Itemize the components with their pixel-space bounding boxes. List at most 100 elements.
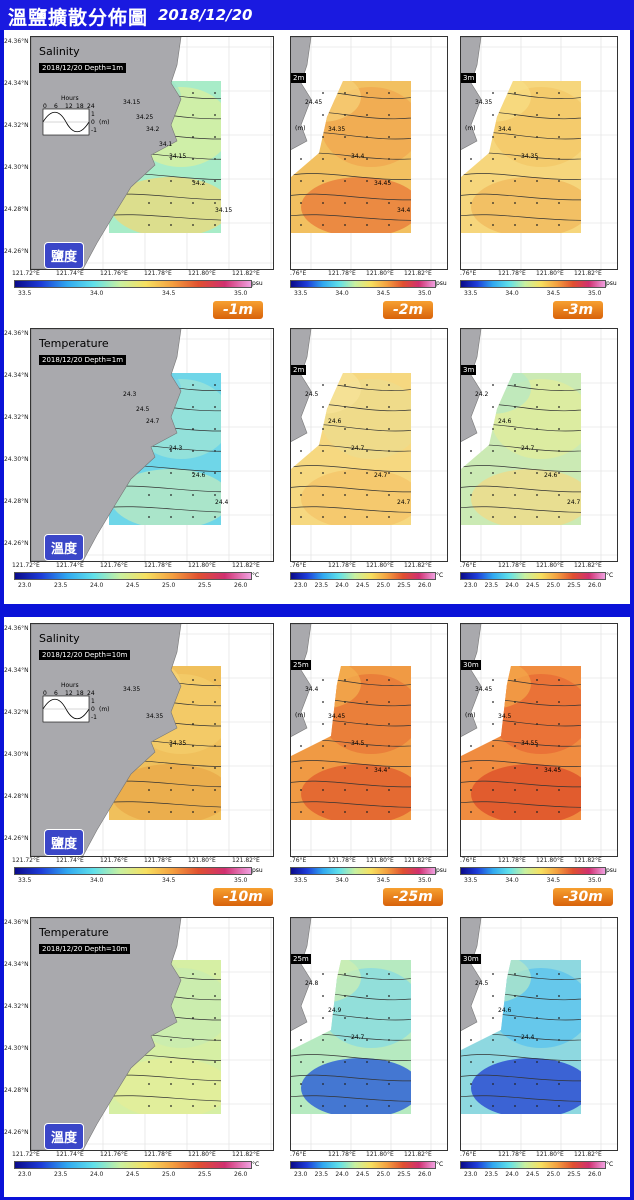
contour-label: 34.5 <box>351 740 365 747</box>
contour-line <box>291 506 411 513</box>
lon-tick-label: 121.82°E <box>574 562 602 569</box>
field-shading <box>291 81 411 233</box>
contour-label: 24.4 <box>521 1034 535 1041</box>
tide-inset-tick: 0 <box>43 103 47 110</box>
colorbar-tick: 33.5 <box>18 877 32 884</box>
field-shading <box>461 81 581 233</box>
colorbar-tick: 23.5 <box>484 1171 499 1178</box>
colorbar-tick: 34.5 <box>162 877 176 884</box>
lat-tick-label: 24.34°N <box>4 667 29 674</box>
colorbar <box>460 572 606 580</box>
tide-unit-tag: (m) <box>465 125 476 132</box>
lon-tick-label: 121.80°E <box>188 562 216 569</box>
lon-tick-label: 121.82°E <box>232 1151 260 1158</box>
contour-label: 24.7 <box>351 1034 365 1041</box>
map-panel: 34.45 34.5 34.55 34.45 30m (m) <box>460 623 618 857</box>
tide-inset-title: Hours <box>61 682 79 689</box>
contour-label: 34.35 <box>521 153 539 160</box>
lat-tick-label: 24.26°N <box>4 540 29 547</box>
land-mass <box>291 329 312 442</box>
contour-line <box>461 485 581 493</box>
contour-line <box>461 465 581 472</box>
contour-label: 24.7 <box>397 499 411 506</box>
lon-tick-label: 121.80°E <box>366 270 394 277</box>
lon-tick-label: .76°E <box>290 1151 307 1158</box>
contour-label: 34.2 <box>146 126 160 133</box>
lon-tick-label: .76°E <box>460 270 477 277</box>
colorbar-tick: 34.5 <box>546 877 561 884</box>
colorbar-tick: 33.5 <box>294 290 308 297</box>
lon-tick-label: 121.72°E <box>12 1151 40 1158</box>
contour-label: 34.4 <box>305 686 319 693</box>
colorbar-tick: 26.0 <box>418 1171 432 1178</box>
field-blob-2 <box>111 177 221 233</box>
land-mass <box>291 918 312 1031</box>
lat-tick-label: 24.34°N <box>4 80 29 87</box>
lon-tick-label: .76°E <box>290 857 307 864</box>
field-blob-2 <box>111 1058 221 1114</box>
lon-tick-label: 121.82°E <box>232 857 260 864</box>
tide-inset-tick: 18 <box>76 690 84 697</box>
panel-depth-tag: 25m <box>291 660 311 670</box>
lon-tick-label: 121.78°E <box>498 857 526 864</box>
tide-inset-tick: 0 <box>43 690 47 697</box>
tide-inset-ytick: 0 <box>91 119 95 126</box>
station-dots <box>470 384 560 518</box>
contour-line <box>291 801 411 808</box>
colorbar-tick: 25.0 <box>546 582 561 589</box>
tide-inset-tick: 24 <box>87 103 95 110</box>
contour-label: 34.45 <box>328 713 346 720</box>
panel-depth-tag: 3m <box>461 73 477 83</box>
colorbar-tick: 25.5 <box>567 1171 581 1178</box>
variable-badge: 鹽度 <box>44 829 85 856</box>
map-panel: 34.15 34.2 34.15 34.2 34.15 34.25 34.1 Salinity… <box>30 36 274 270</box>
map-panel: 24.2 24.6 24.7 24.6 24.7 3m <box>460 328 618 562</box>
colorbar-unit: psu <box>606 280 617 287</box>
station-dots <box>470 973 560 1107</box>
field-blob-2 <box>301 177 411 233</box>
lon-tick-label: 121.80°E <box>366 1151 394 1158</box>
colorbar-tick: 35.0 <box>588 290 602 297</box>
lon-tick-label: .76°E <box>460 562 477 569</box>
lat-tick-label: 24.34°N <box>4 372 29 379</box>
field-blob-2 <box>301 764 411 820</box>
field-blob-2 <box>111 764 221 820</box>
lon-tick-label: 121.80°E <box>536 270 564 277</box>
contour-line <box>291 1054 411 1061</box>
map-panel: 24.5 24.6 24.4 30m <box>460 917 618 1151</box>
section-block: 24.36°N 24.34°N 24.32°N 24.30°N 24.28°N 24.26… <box>4 617 630 1197</box>
land-mass <box>461 624 482 737</box>
contour-line <box>461 193 581 201</box>
colorbar-tick: 26.0 <box>418 582 432 589</box>
contour-label: 34.35 <box>146 713 164 720</box>
lon-tick-label: 121.80°E <box>188 857 216 864</box>
colorbar-tick: 26.0 <box>234 582 248 589</box>
lat-tick-label: 24.26°N <box>4 835 29 842</box>
contour-label: 24.7 <box>374 472 388 479</box>
colorbar-tick: 26.0 <box>588 1171 602 1178</box>
lon-tick-label: 121.82°E <box>574 1151 602 1158</box>
colorbar-tick: 25.5 <box>198 1171 212 1178</box>
tide-inset-ytick: 0 <box>91 706 95 713</box>
colorbar-tick: 23.0 <box>18 582 32 589</box>
colorbar-tick: 35.0 <box>588 877 602 884</box>
lon-tick-label: 121.80°E <box>536 857 564 864</box>
land-mass <box>31 37 182 269</box>
colorbar-tick: 23.0 <box>294 1171 308 1178</box>
colorbar-tick: 24.5 <box>526 1171 540 1178</box>
tide-inset <box>42 695 90 723</box>
lat-tick-label: 24.30°N <box>4 164 29 171</box>
contour-label: 24.2 <box>475 391 489 398</box>
panel-variable-title: Temperature <box>39 337 109 350</box>
panel-date-tag: 2018/12/20 Depth=10m <box>39 650 131 660</box>
contour-line <box>461 173 581 180</box>
variable-badge: 溫度 <box>44 534 85 561</box>
tide-inset <box>42 108 90 136</box>
lat-tick-label: 24.30°N <box>4 751 29 758</box>
contour-line <box>291 485 411 493</box>
contour-label: 34.25 <box>136 114 154 121</box>
contour-line <box>291 1095 411 1102</box>
contour-label: 34.35 <box>169 740 187 747</box>
contour-label: 24.5 <box>305 391 319 398</box>
lon-tick-label: 121.82°E <box>574 857 602 864</box>
